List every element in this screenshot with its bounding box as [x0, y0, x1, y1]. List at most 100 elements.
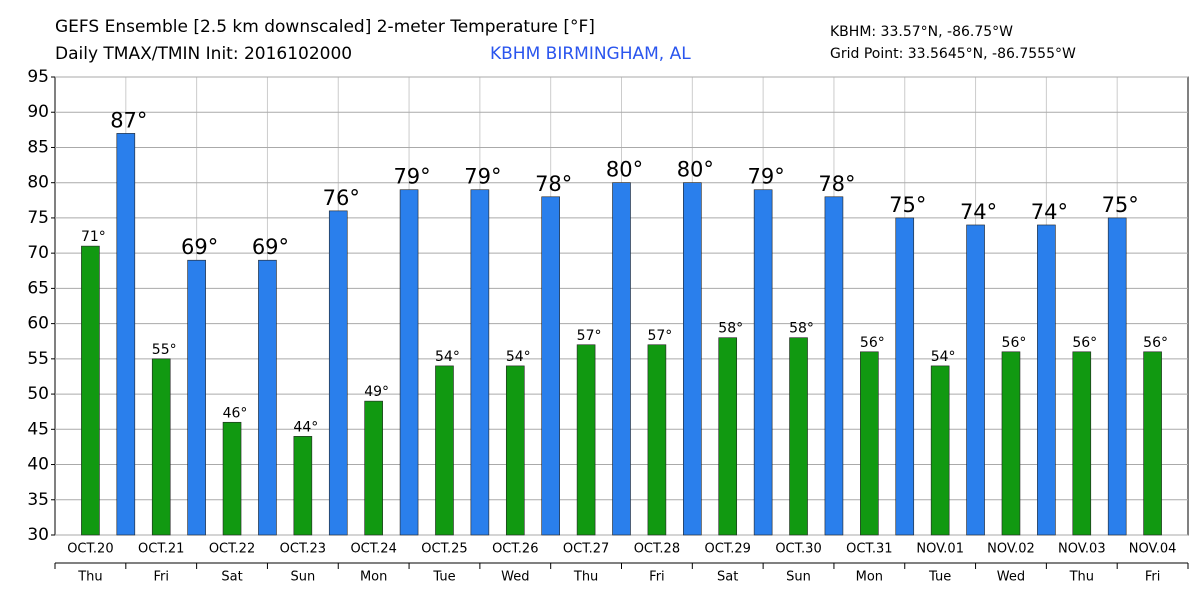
y-tick-label: 75 — [27, 208, 49, 228]
value-label: 69° — [252, 235, 289, 259]
location: KBHM BIRMINGHAM, AL — [490, 44, 691, 64]
x-tick-label: OCT.26 — [492, 542, 538, 557]
y-tick-label: 95 — [27, 67, 49, 87]
value-label: 54° — [506, 349, 531, 365]
bar — [718, 337, 738, 536]
bar — [293, 436, 313, 536]
value-label: 54° — [435, 349, 460, 365]
value-label: 78° — [818, 172, 855, 196]
bar — [1001, 351, 1021, 536]
bar — [541, 196, 560, 536]
value-label: 56° — [860, 335, 885, 351]
x-tick-label: OCT.27 — [563, 542, 609, 557]
value-label: 55° — [152, 342, 177, 358]
weekday-label: Mon — [360, 570, 387, 585]
bar — [1107, 217, 1127, 536]
y-tick-label: 50 — [27, 384, 49, 404]
bar — [860, 351, 879, 536]
value-label: 46° — [223, 405, 248, 421]
chart-title: GEFS Ensemble [2.5 km downscaled] 2-mete… — [55, 17, 595, 37]
bar — [81, 245, 100, 536]
value-label: 54° — [931, 349, 956, 365]
weekday-label: Mon — [856, 570, 883, 585]
y-tick-label: 85 — [27, 137, 49, 157]
value-label: 79° — [393, 165, 430, 189]
y-tick-label: 80 — [27, 173, 49, 193]
value-label: 56° — [1002, 335, 1027, 351]
value-label: 56° — [1072, 335, 1097, 351]
bar — [753, 189, 773, 536]
value-label: 57° — [647, 328, 672, 344]
bar — [435, 365, 454, 536]
weekday-label: Thu — [77, 570, 102, 585]
x-tick-label: OCT.30 — [775, 542, 821, 557]
value-label: 49° — [364, 384, 389, 400]
x-tick-label: OCT.21 — [138, 542, 184, 557]
value-label: 87° — [110, 108, 147, 132]
bar — [364, 400, 383, 536]
value-label: 74° — [1031, 200, 1068, 224]
value-label: 58° — [718, 321, 743, 337]
weekday-label: Tue — [432, 570, 455, 585]
y-tick-label: 65 — [27, 278, 49, 298]
x-tick-label: OCT.22 — [209, 542, 255, 557]
y-tick-label: 30 — [27, 525, 49, 545]
value-label: 80° — [677, 158, 714, 182]
station-coords: KBHM: 33.57°N, -86.75°W — [830, 24, 1013, 40]
value-label: 74° — [960, 200, 997, 224]
y-tick-label: 90 — [27, 102, 49, 122]
bar — [328, 210, 348, 536]
x-tick-label: OCT.20 — [67, 542, 113, 557]
value-label: 76° — [323, 186, 360, 210]
x-tick-label: OCT.24 — [350, 542, 396, 557]
y-tick-label: 60 — [27, 314, 49, 334]
y-tick-label: 40 — [27, 455, 49, 475]
grid-point-coords: Grid Point: 33.5645°N, -86.7555°W — [830, 46, 1076, 62]
weekday-label: Fri — [153, 570, 169, 585]
x-tick-label: NOV.04 — [1129, 542, 1177, 557]
value-label: 71° — [81, 229, 106, 245]
weekday-label: Wed — [501, 570, 529, 585]
weekday-label: Sun — [786, 570, 811, 585]
value-label: 78° — [535, 172, 572, 196]
bar — [612, 182, 631, 536]
x-tick-label: NOV.02 — [987, 542, 1035, 557]
value-label: 75° — [889, 193, 926, 217]
bar — [1037, 224, 1056, 536]
bar — [116, 133, 136, 536]
chart-subtitle: Daily TMAX/TMIN Init: 2016102000 — [55, 44, 352, 64]
x-tick-label: OCT.31 — [846, 542, 892, 557]
bar — [258, 259, 277, 536]
weekday-label: Sat — [717, 570, 738, 585]
bar — [789, 337, 808, 536]
bar — [824, 196, 844, 536]
weekday-label: Fri — [649, 570, 665, 585]
value-label: 44° — [293, 419, 318, 435]
value-label: 75° — [1102, 193, 1139, 217]
value-label: 58° — [789, 321, 814, 337]
y-tick-label: 70 — [27, 243, 49, 263]
value-label: 80° — [606, 158, 643, 182]
bar — [1072, 351, 1092, 536]
bar — [895, 217, 915, 536]
bar — [399, 189, 419, 536]
x-tick-label: OCT.28 — [634, 542, 680, 557]
bar — [647, 344, 667, 536]
weekday-label: Wed — [997, 570, 1025, 585]
y-tick-label: 35 — [27, 490, 49, 510]
y-tick-label: 55 — [27, 349, 49, 369]
x-tick-label: OCT.23 — [280, 542, 326, 557]
y-tick-label: 45 — [27, 419, 49, 439]
bar — [505, 365, 525, 536]
bar — [470, 189, 490, 536]
weekday-label: Sun — [290, 570, 315, 585]
x-tick-label: NOV.01 — [916, 542, 964, 557]
bar — [576, 344, 596, 536]
x-tick-label: NOV.03 — [1058, 542, 1106, 557]
bar — [683, 182, 702, 536]
x-tick-label: OCT.29 — [705, 542, 751, 557]
weekday-label: Sat — [221, 570, 242, 585]
value-label: 79° — [464, 165, 501, 189]
bar — [222, 421, 242, 536]
